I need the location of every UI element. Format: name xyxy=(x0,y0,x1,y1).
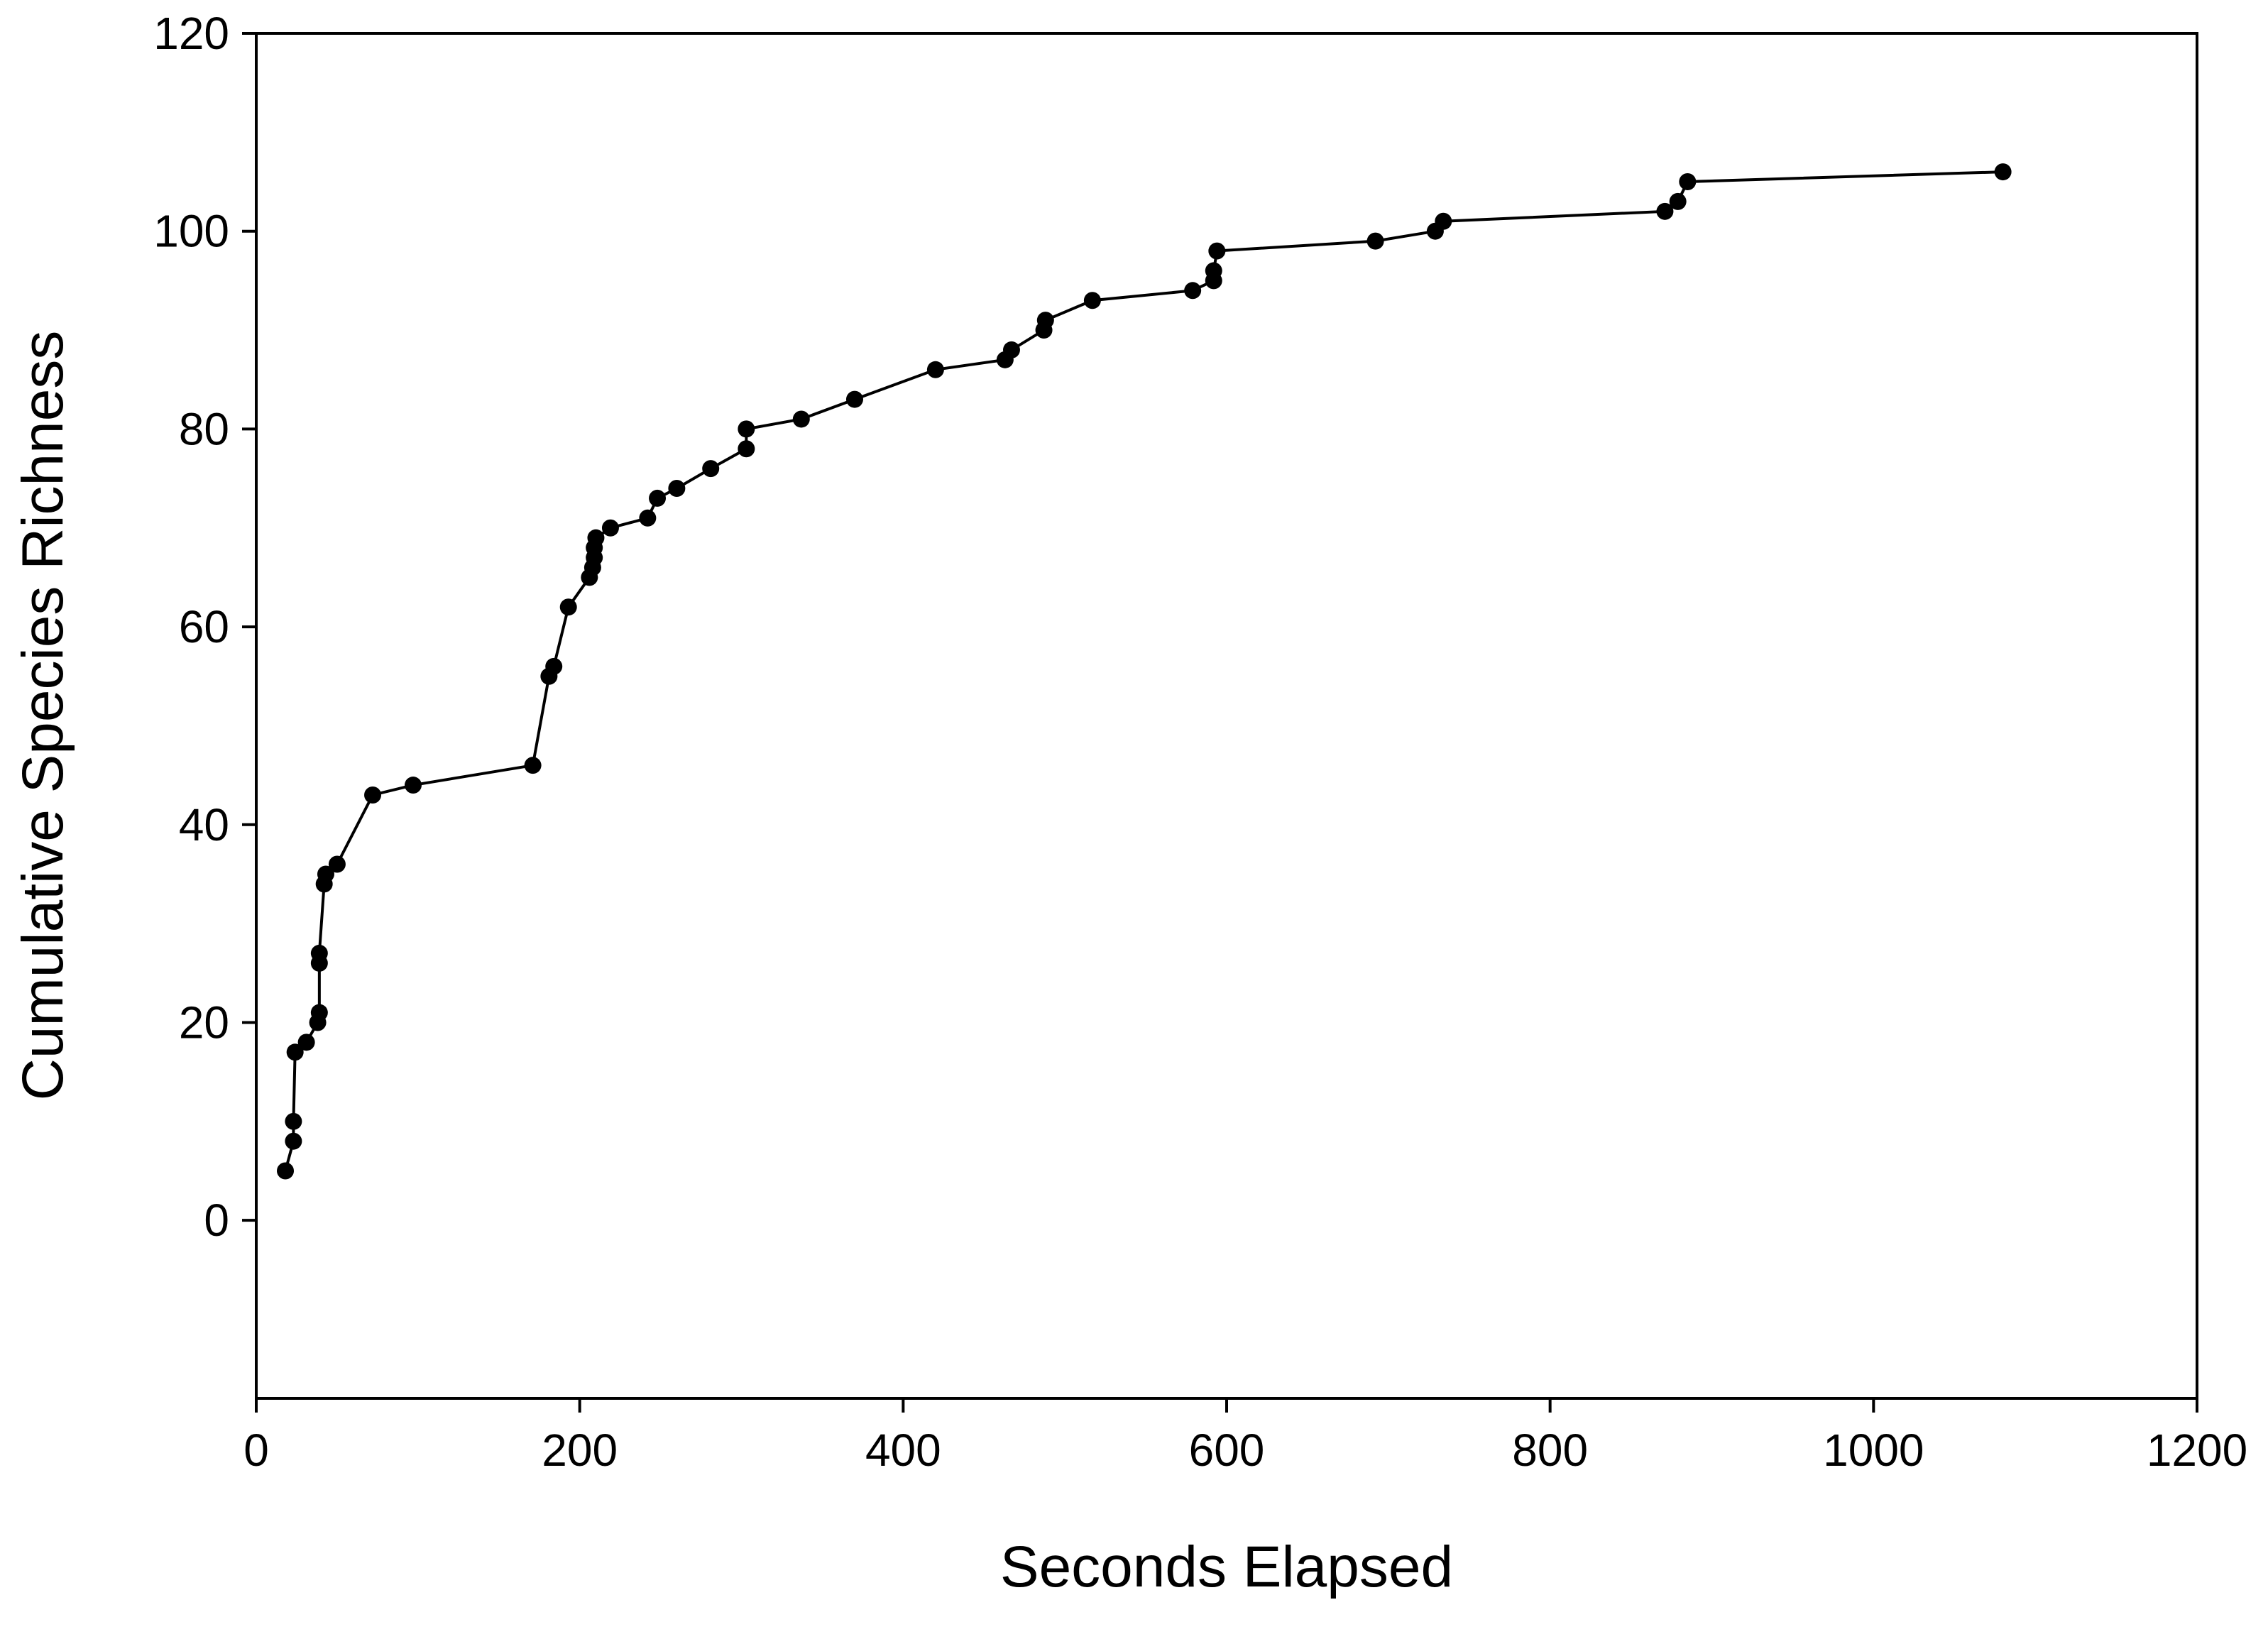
data-point xyxy=(1036,312,1054,329)
data-point xyxy=(792,410,810,428)
y-tick-label: 60 xyxy=(179,601,229,652)
data-point xyxy=(545,657,563,675)
data-point xyxy=(1994,163,2012,181)
data-point xyxy=(310,1004,328,1021)
data-point xyxy=(587,529,605,547)
data-point xyxy=(702,460,720,478)
y-tick-label: 20 xyxy=(179,997,229,1048)
data-point xyxy=(1679,173,1697,191)
x-axis-title: Seconds Elapsed xyxy=(1000,1535,1453,1599)
data-point xyxy=(286,1043,304,1061)
data-point xyxy=(559,598,577,616)
data-point xyxy=(601,519,619,537)
data-point xyxy=(1435,212,1452,230)
data-point xyxy=(328,855,346,873)
data-point xyxy=(1669,192,1687,210)
x-tick-label: 800 xyxy=(1512,1425,1588,1476)
data-point xyxy=(364,786,382,804)
y-tick-label: 80 xyxy=(179,403,229,454)
data-point xyxy=(317,865,334,883)
x-tick-label: 1200 xyxy=(2147,1425,2247,1476)
y-tick-label: 0 xyxy=(204,1195,229,1246)
data-point xyxy=(1366,232,1384,250)
data-point xyxy=(1205,262,1222,280)
data-point xyxy=(738,420,755,438)
plot-frame xyxy=(255,32,2198,1400)
data-point xyxy=(285,1112,302,1130)
data-point xyxy=(1184,282,1202,300)
data-point xyxy=(649,489,667,507)
data-point xyxy=(310,944,328,962)
data-point xyxy=(926,361,944,378)
data-point xyxy=(845,390,863,408)
data-point xyxy=(668,480,686,497)
x-tick-label: 400 xyxy=(865,1425,941,1476)
data-point xyxy=(1083,292,1101,309)
data-point xyxy=(639,509,657,527)
y-axis-title: Cumulative Species Richness xyxy=(11,331,75,1101)
data-point xyxy=(285,1132,302,1150)
data-point xyxy=(1208,242,1226,260)
data-point xyxy=(524,757,542,774)
data-point xyxy=(1002,341,1020,358)
x-tick-label: 600 xyxy=(1189,1425,1265,1476)
x-tick-label: 1000 xyxy=(1823,1425,1924,1476)
y-tick-label: 120 xyxy=(153,8,229,59)
x-tick-label: 200 xyxy=(542,1425,618,1476)
data-point xyxy=(277,1162,295,1180)
y-tick-label: 40 xyxy=(179,799,229,850)
data-point xyxy=(1656,202,1674,220)
x-tick-label: 0 xyxy=(243,1425,269,1476)
data-point xyxy=(404,777,422,794)
data-point xyxy=(297,1034,315,1051)
data-point xyxy=(738,440,755,458)
y-tick-label: 100 xyxy=(153,206,229,257)
